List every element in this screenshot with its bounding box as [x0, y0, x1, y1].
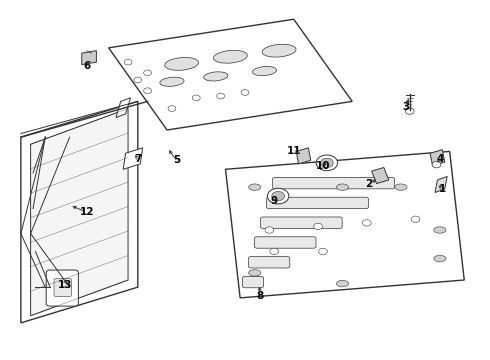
Polygon shape	[435, 176, 447, 193]
Text: 13: 13	[57, 280, 72, 291]
Circle shape	[314, 223, 322, 230]
Text: 11: 11	[287, 147, 301, 157]
Circle shape	[411, 216, 420, 222]
Text: 9: 9	[270, 197, 278, 206]
Text: 4: 4	[436, 154, 443, 163]
Ellipse shape	[248, 184, 261, 190]
Text: 12: 12	[79, 207, 94, 217]
Circle shape	[432, 161, 441, 168]
Ellipse shape	[252, 67, 276, 76]
Ellipse shape	[336, 280, 348, 287]
FancyBboxPatch shape	[261, 217, 342, 228]
Ellipse shape	[204, 72, 228, 81]
Ellipse shape	[336, 184, 348, 190]
Ellipse shape	[262, 44, 296, 57]
FancyBboxPatch shape	[254, 237, 316, 248]
Ellipse shape	[434, 227, 446, 233]
FancyBboxPatch shape	[272, 177, 394, 189]
Polygon shape	[372, 167, 389, 184]
Circle shape	[134, 77, 142, 83]
Polygon shape	[30, 109, 128, 316]
Text: 5: 5	[173, 156, 180, 165]
Circle shape	[193, 95, 200, 101]
Circle shape	[217, 93, 224, 99]
Polygon shape	[109, 19, 352, 130]
Text: 1: 1	[439, 184, 446, 194]
Circle shape	[144, 88, 151, 94]
Ellipse shape	[248, 270, 261, 276]
FancyBboxPatch shape	[248, 257, 290, 268]
Polygon shape	[430, 150, 445, 166]
Polygon shape	[225, 152, 464, 298]
FancyBboxPatch shape	[267, 197, 368, 209]
Text: 3: 3	[402, 102, 410, 112]
Polygon shape	[123, 148, 143, 169]
Ellipse shape	[160, 77, 184, 86]
Text: 8: 8	[256, 291, 263, 301]
FancyBboxPatch shape	[54, 279, 72, 296]
Ellipse shape	[395, 184, 407, 190]
Circle shape	[316, 155, 338, 171]
Text: 10: 10	[316, 161, 330, 171]
FancyBboxPatch shape	[46, 270, 78, 306]
Text: 6: 6	[83, 61, 90, 71]
FancyBboxPatch shape	[243, 276, 264, 288]
Ellipse shape	[165, 58, 198, 70]
Polygon shape	[116, 98, 130, 117]
Polygon shape	[82, 51, 97, 64]
Circle shape	[272, 192, 285, 201]
Circle shape	[265, 227, 274, 233]
Circle shape	[320, 158, 333, 167]
Circle shape	[144, 70, 151, 76]
Circle shape	[268, 188, 289, 204]
Circle shape	[363, 220, 371, 226]
Circle shape	[405, 108, 414, 114]
Text: 7: 7	[134, 154, 142, 163]
Circle shape	[241, 90, 249, 95]
Circle shape	[168, 106, 176, 111]
Ellipse shape	[214, 50, 247, 63]
Text: 2: 2	[366, 179, 373, 189]
Circle shape	[318, 248, 327, 255]
Polygon shape	[21, 102, 138, 323]
Polygon shape	[296, 148, 311, 164]
Circle shape	[124, 59, 132, 65]
Ellipse shape	[434, 255, 446, 262]
Circle shape	[270, 248, 279, 255]
